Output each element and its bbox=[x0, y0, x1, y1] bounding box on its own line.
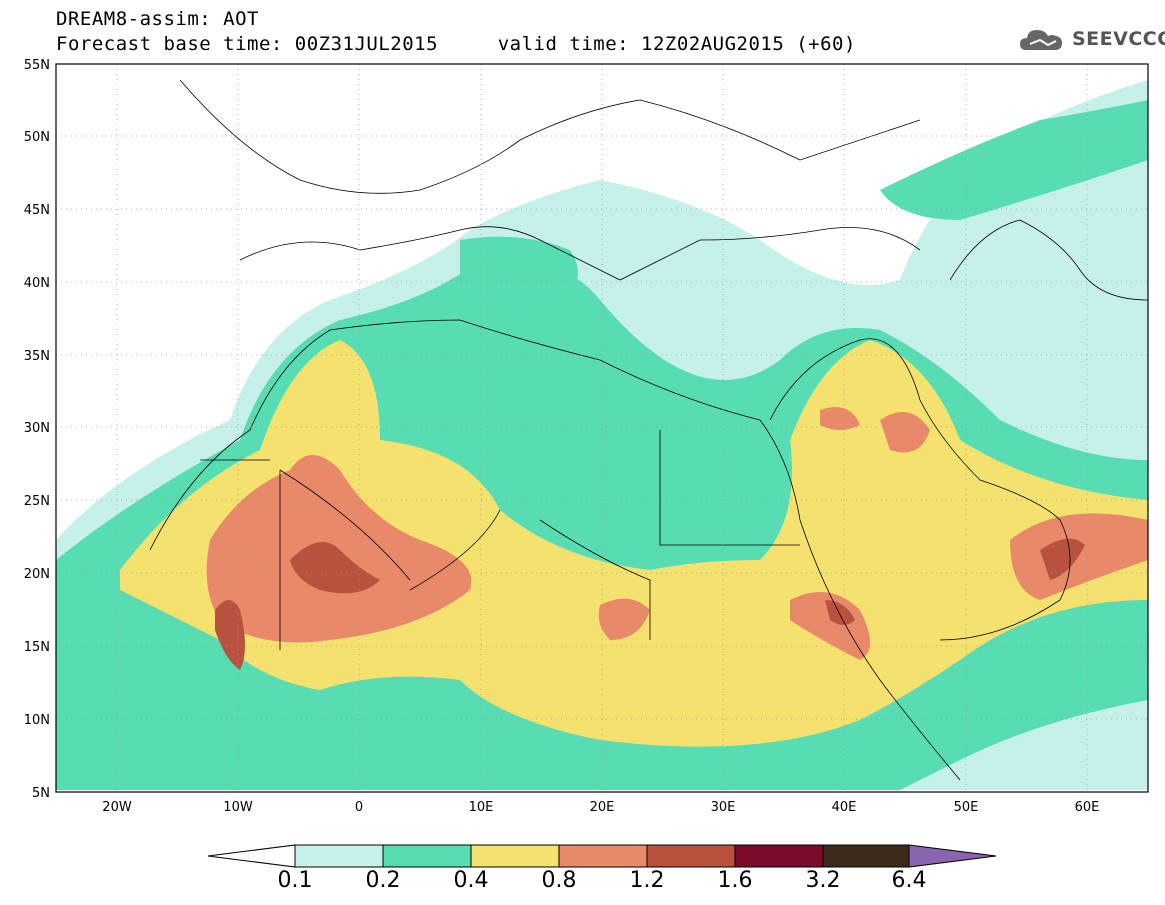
colorbar-swatch bbox=[294, 844, 384, 868]
lat-label: 15N bbox=[24, 640, 50, 655]
lon-label: 0 bbox=[355, 800, 363, 815]
lon-label: 50E bbox=[954, 800, 979, 815]
aot-field bbox=[56, 64, 1148, 792]
colorbar-swatch bbox=[382, 844, 472, 868]
lat-label: 25N bbox=[24, 494, 50, 509]
colorbar-label: 6.4 bbox=[891, 868, 927, 893]
colorbar-label: 0.4 bbox=[453, 868, 489, 893]
lat-label: 35N bbox=[24, 349, 50, 364]
cloud-logo-icon bbox=[1020, 30, 1062, 50]
lat-label: 45N bbox=[24, 203, 50, 218]
coastlines bbox=[149, 79, 1148, 781]
lon-label: 10E bbox=[469, 800, 494, 815]
lon-label: 40E bbox=[832, 800, 857, 815]
colorbar-over-triangle bbox=[908, 844, 997, 868]
map-title: DREAM8-assim: AOT bbox=[56, 8, 259, 30]
map-frame bbox=[55, 63, 1149, 793]
lat-label: 10N bbox=[24, 713, 50, 728]
lon-label: 20W bbox=[102, 800, 132, 815]
lat-axis: 5N 10N 15N 20N 25N 30N 35N 40N 45N 50N 5… bbox=[24, 58, 50, 801]
logo-text: SEEVCCC bbox=[1072, 28, 1165, 50]
colorbar-label: 0.1 bbox=[277, 868, 313, 893]
colorbar-swatch bbox=[734, 844, 824, 868]
colorbar-label: 0.8 bbox=[541, 868, 577, 893]
colorbar-label: 0.2 bbox=[365, 868, 401, 893]
lat-label: 55N bbox=[24, 58, 50, 73]
lat-label: 5N bbox=[32, 786, 50, 801]
colorbar bbox=[207, 844, 997, 868]
colorbar-swatch bbox=[646, 844, 736, 868]
grid-lines bbox=[56, 64, 1148, 792]
lon-label: 10W bbox=[223, 800, 253, 815]
lat-label: 40N bbox=[24, 276, 50, 291]
lat-label: 30N bbox=[24, 421, 50, 436]
colorbar-under-triangle bbox=[207, 844, 296, 868]
colorbar-swatch bbox=[822, 844, 910, 868]
lon-label: 60E bbox=[1075, 800, 1100, 815]
colorbar-swatch bbox=[558, 844, 648, 868]
lat-label: 50N bbox=[24, 130, 50, 145]
colorbar-label: 1.2 bbox=[629, 868, 665, 893]
lat-label: 20N bbox=[24, 567, 50, 582]
lon-label: 30E bbox=[711, 800, 736, 815]
lon-label: 20E bbox=[590, 800, 615, 815]
lon-axis: 20W 10W 0 10E 20E 30E 40E 50E 60E bbox=[102, 800, 1099, 815]
colorbar-label: 1.6 bbox=[717, 868, 753, 893]
forecast-time-line: Forecast base time: 00Z31JUL2015 valid t… bbox=[56, 33, 856, 55]
colorbar-label: 3.2 bbox=[805, 868, 841, 893]
colorbar-swatch bbox=[470, 844, 560, 868]
